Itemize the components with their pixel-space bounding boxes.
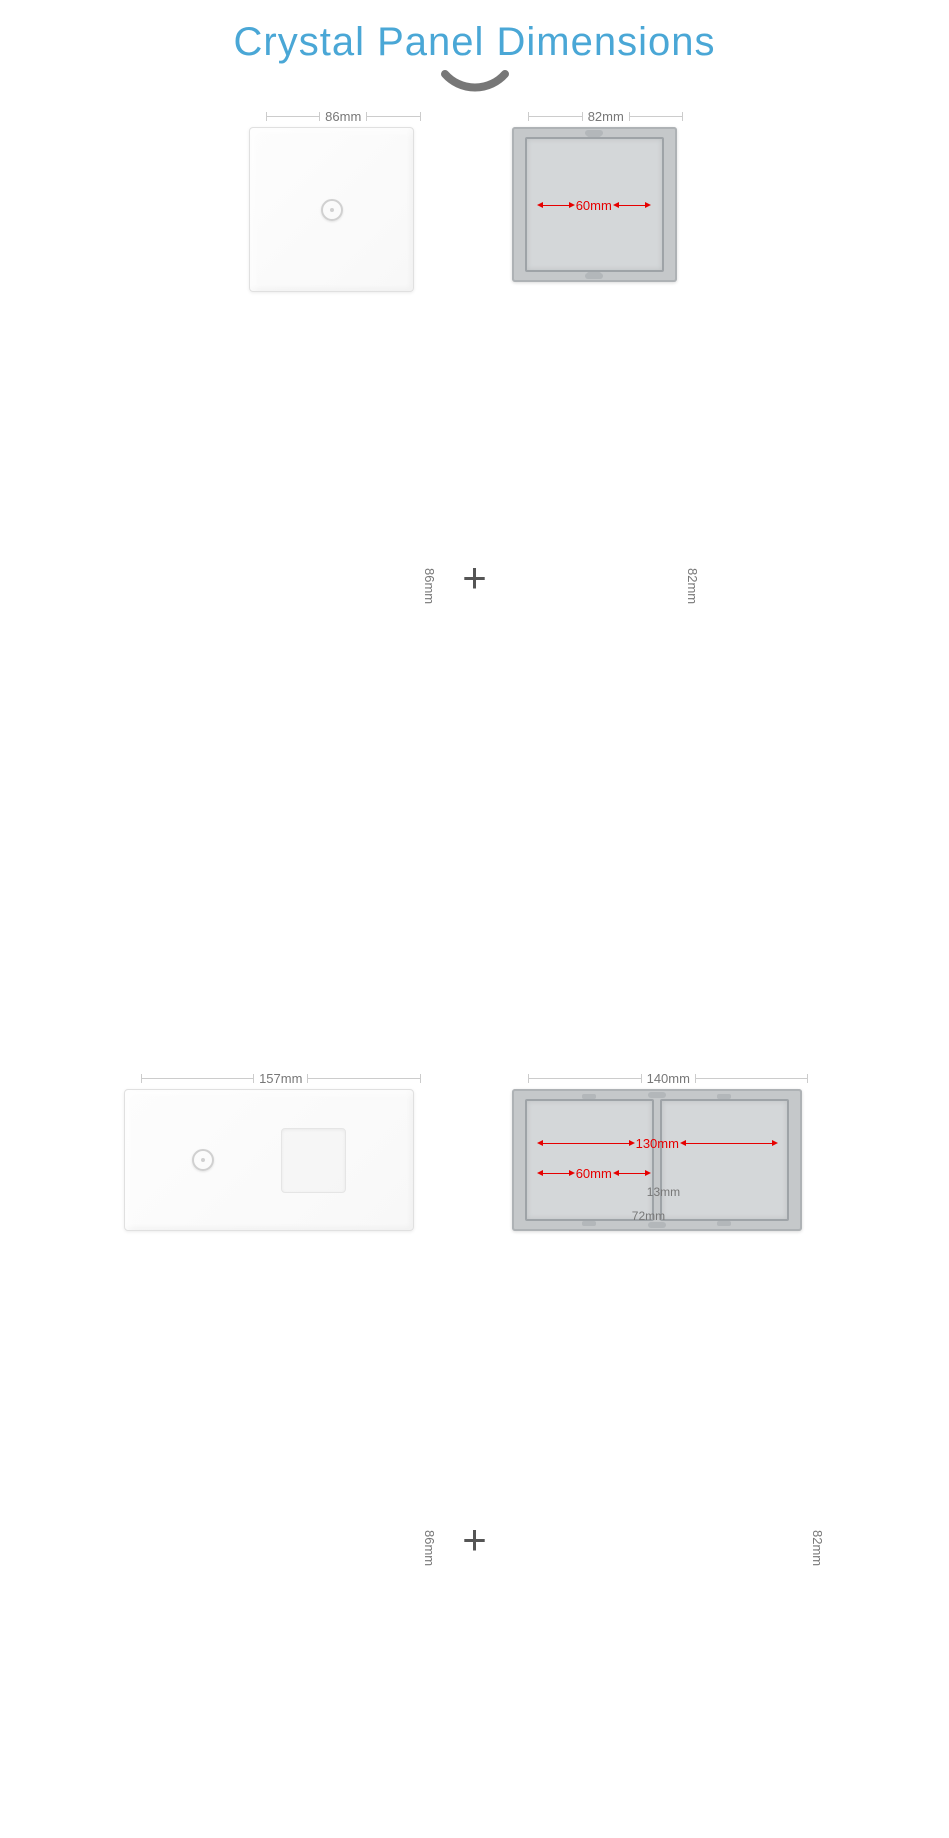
internal-dimension: 60mm — [540, 197, 648, 213]
panel-width-label: 157mm — [136, 1071, 426, 1086]
panel-cell: 86mm 86mm — [249, 109, 437, 1046]
mounting-frame: 60mm — [512, 127, 677, 282]
internal-dimension: 130mm — [540, 1135, 775, 1151]
spacing-label: 13mm — [647, 1185, 680, 1199]
touch-ring-icon — [192, 1149, 214, 1171]
spacing-label: 72mm — [632, 1209, 665, 1223]
socket-cutout — [281, 1128, 346, 1193]
frame-cell: 82mm 60mm 82mm — [512, 109, 700, 1046]
internal-dimension: 60mm — [540, 1165, 648, 1181]
frame-slot — [525, 1099, 654, 1221]
dimension-row: 157mm 86mm +140mm 60mm 130mm 13mm 72mm 82mm — [0, 1071, 949, 1838]
title-underline-icon — [0, 70, 949, 94]
glass-panel — [249, 127, 414, 292]
mounting-frame: 60mm 130mm 13mm 72mm — [512, 1089, 802, 1231]
page-title: Crystal Panel Dimensions — [0, 20, 949, 65]
frame-width-label: 82mm — [523, 109, 688, 124]
panel-height-label: 86mm — [422, 1089, 437, 1838]
frame-height-label: 82mm — [810, 1089, 825, 1838]
plus-icon: + — [462, 554, 487, 602]
frame-cell: 140mm 60mm 130mm 13mm 72mm 82mm — [512, 1071, 825, 1838]
panel-cell: 157mm 86mm — [124, 1071, 437, 1838]
panel-height-label: 86mm — [422, 127, 437, 1046]
frame-slot — [660, 1099, 789, 1221]
rows-container: 86mm 86mm +82mm 60mm 82mm 157mm 86mm +140mm 60mm… — [0, 109, 949, 1838]
frame-height-label: 82mm — [685, 127, 700, 1046]
touch-ring-icon — [321, 199, 343, 221]
frame-width-label: 140mm — [523, 1071, 813, 1086]
plus-icon: + — [462, 1516, 487, 1564]
dimension-row: 86mm 86mm +82mm 60mm 82mm — [0, 109, 949, 1046]
panel-width-label: 86mm — [261, 109, 426, 124]
glass-panel — [124, 1089, 414, 1231]
